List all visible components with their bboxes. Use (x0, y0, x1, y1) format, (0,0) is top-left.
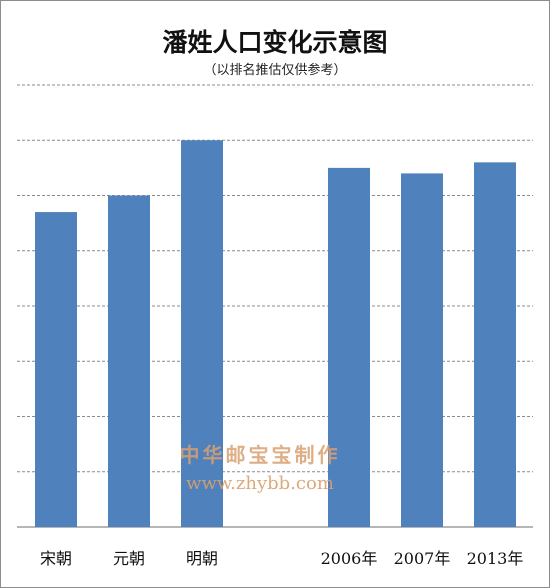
x-tick-label: 明朝 (186, 549, 218, 568)
bar (108, 195, 150, 527)
bar (474, 162, 516, 527)
bars (35, 140, 516, 527)
x-tick-label: 2007年 (394, 549, 451, 568)
bar (328, 167, 370, 527)
chart-title: 潘姓人口变化示意图 (162, 28, 388, 57)
watermark-url: www.zhybb.com (186, 473, 334, 494)
chart-subtitle: （以排名推估仅供参考） (203, 63, 347, 78)
gridlines (17, 84, 533, 528)
x-tick-labels: 宋朝 元朝 明朝 2006年 2007年 2013年 (40, 549, 523, 568)
bar (401, 173, 443, 527)
x-tick-label: 宋朝 (40, 549, 72, 568)
watermark-text: 中华邮宝宝制作 (179, 443, 341, 467)
x-tick-label: 2013年 (467, 549, 524, 568)
bar (181, 140, 223, 527)
x-tick-label: 2006年 (321, 549, 378, 568)
bar (35, 212, 77, 527)
x-tick-label: 元朝 (113, 549, 145, 568)
